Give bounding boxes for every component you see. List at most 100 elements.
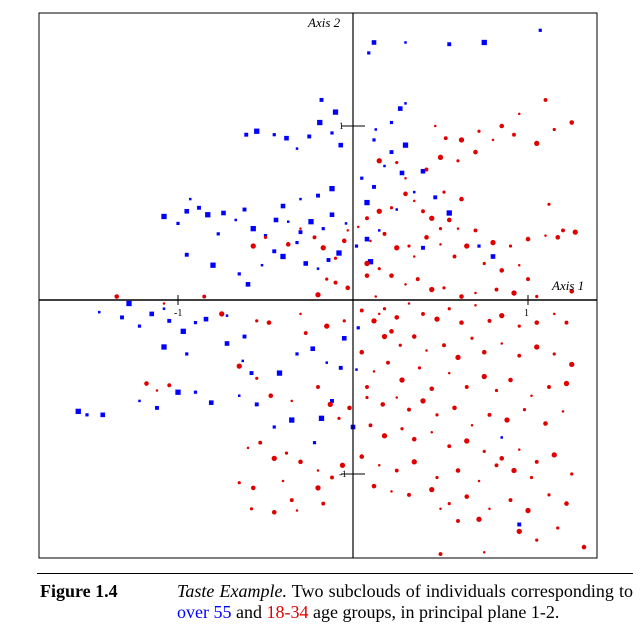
data-point	[411, 436, 417, 442]
data-point	[434, 316, 440, 322]
data-point	[446, 210, 452, 216]
data-point	[504, 417, 510, 423]
data-point	[316, 469, 320, 472]
data-point	[344, 222, 348, 225]
data-point	[569, 289, 575, 294]
data-point	[417, 366, 422, 370]
data-point	[336, 250, 342, 256]
data-point	[437, 154, 444, 160]
data-point	[470, 336, 474, 340]
data-point	[429, 386, 435, 392]
data-point	[434, 124, 437, 128]
data-point	[144, 381, 149, 386]
data-point	[299, 312, 302, 316]
data-point	[266, 320, 272, 325]
data-point	[525, 236, 531, 242]
data-point	[241, 359, 244, 363]
data-point	[289, 498, 294, 503]
data-point	[364, 273, 370, 278]
data-point	[354, 244, 359, 248]
data-point	[312, 235, 317, 240]
data-point	[474, 303, 477, 307]
data-point	[341, 238, 347, 244]
data-point	[398, 343, 402, 347]
data-point	[389, 273, 394, 278]
data-point	[315, 292, 321, 298]
data-point	[312, 441, 317, 445]
data-point	[380, 402, 386, 407]
data-point	[404, 283, 407, 286]
data-point	[481, 373, 487, 380]
data-point	[490, 254, 496, 259]
data-point	[499, 456, 505, 461]
data-point	[268, 393, 274, 399]
data-point	[374, 128, 377, 131]
x-axis-label: Axis 1	[551, 278, 584, 293]
scatter-plot: -1 1 1 -1 Axis 1 Axis 2	[38, 12, 598, 559]
data-point	[447, 444, 452, 449]
data-point	[364, 199, 370, 206]
data-point	[149, 311, 155, 317]
data-point	[481, 39, 487, 46]
data-point	[281, 479, 285, 483]
data-point	[455, 468, 461, 473]
data-point	[189, 197, 192, 201]
data-point	[407, 302, 411, 305]
data-point	[298, 230, 303, 235]
data-point	[357, 225, 360, 229]
data-point	[443, 136, 448, 141]
data-point	[389, 329, 394, 334]
data-point	[371, 483, 377, 489]
data-point	[255, 376, 259, 380]
data-point	[494, 463, 499, 468]
data-point	[424, 167, 429, 172]
data-point	[456, 227, 460, 230]
data-point	[330, 131, 334, 135]
data-point	[499, 268, 505, 273]
data-point	[455, 354, 461, 361]
data-point	[517, 522, 522, 527]
data-point	[535, 538, 539, 542]
data-point	[255, 319, 259, 323]
data-point	[512, 132, 516, 137]
data-point	[167, 383, 172, 388]
data-point	[389, 120, 394, 125]
data-point	[407, 407, 411, 412]
data-point	[424, 235, 429, 240]
data-point	[404, 102, 407, 105]
data-point	[319, 97, 324, 102]
data-point	[459, 294, 464, 299]
data-point	[365, 216, 369, 221]
data-point	[556, 526, 560, 530]
series-18-34	[114, 97, 587, 556]
data-point	[329, 212, 335, 218]
data-point	[162, 302, 166, 305]
data-point	[569, 120, 575, 125]
data-point	[338, 142, 344, 148]
data-point	[224, 341, 230, 346]
data-point	[525, 507, 531, 514]
data-point	[517, 324, 521, 328]
data-point	[452, 405, 457, 411]
data-point	[407, 244, 411, 248]
data-point	[299, 197, 302, 201]
data-point	[325, 361, 328, 364]
data-point	[488, 507, 491, 511]
plot-frame	[38, 12, 598, 559]
data-point	[250, 485, 256, 491]
data-point	[205, 212, 211, 218]
data-point	[273, 217, 279, 223]
data-point	[284, 135, 289, 141]
data-point	[420, 398, 426, 404]
data-point	[429, 286, 435, 293]
caption-title: Taste Example.	[177, 581, 287, 601]
data-point	[161, 344, 167, 350]
data-point	[333, 256, 338, 260]
data-point	[551, 452, 557, 458]
data-point	[553, 312, 556, 316]
data-point	[435, 475, 439, 480]
data-point	[390, 490, 393, 493]
data-point	[303, 331, 308, 336]
data-point	[193, 390, 198, 394]
data-point	[404, 176, 407, 180]
